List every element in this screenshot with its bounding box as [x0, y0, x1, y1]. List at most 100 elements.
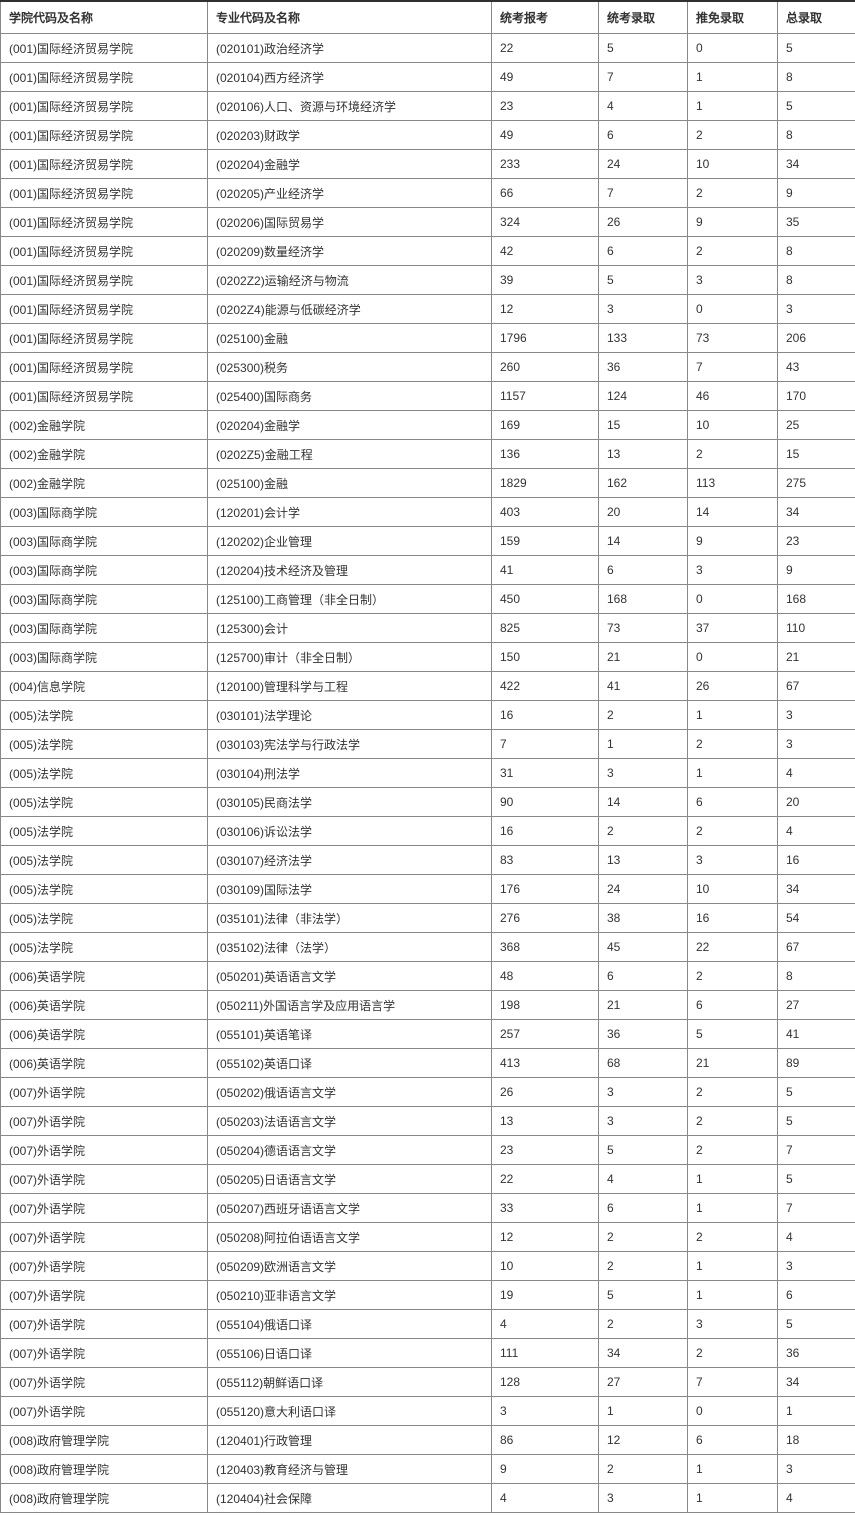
- unified-exam-applicants-cell: 49: [491, 120, 599, 150]
- total-admitted-cell: 34: [777, 149, 855, 179]
- exempt-admitted-cell: 3: [687, 555, 778, 585]
- exempt-admitted-cell: 1: [687, 1251, 778, 1281]
- table-row: (007)外语学院 (050209)欧洲语言文学 10 2 1 3: [0, 1251, 855, 1281]
- unified-exam-admitted-cell: 2: [598, 1309, 688, 1339]
- major-code-name-cell: (020209)数量经济学: [207, 236, 492, 266]
- unified-exam-applicants-cell: 16: [491, 816, 599, 846]
- unified-exam-applicants-cell: 41: [491, 555, 599, 585]
- major-code-name-cell: (050208)阿拉伯语语言文学: [207, 1222, 492, 1252]
- unified-exam-admitted-cell: 4: [598, 1164, 688, 1194]
- table-row: (003)国际商学院 (120201)会计学 403 20 14 34: [0, 497, 855, 527]
- table-row: (005)法学院 (030109)国际法学 176 24 10 34: [0, 874, 855, 904]
- table-row: (008)政府管理学院 (120401)行政管理 86 12 6 18: [0, 1425, 855, 1455]
- total-admitted-cell: 5: [777, 1309, 855, 1339]
- total-admitted-cell: 9: [777, 555, 855, 585]
- unified-exam-admitted-cell: 168: [598, 584, 688, 614]
- unified-exam-applicants-cell: 86: [491, 1425, 599, 1455]
- exempt-admitted-cell: 14: [687, 497, 778, 527]
- unified-exam-admitted-cell: 6: [598, 120, 688, 150]
- total-admitted-cell: 3: [777, 294, 855, 324]
- unified-exam-applicants-cell: 257: [491, 1019, 599, 1049]
- exempt-admitted-cell: 21: [687, 1048, 778, 1078]
- table-row: (005)法学院 (030107)经济法学 83 13 3 16: [0, 845, 855, 875]
- exempt-admitted-cell: 2: [687, 439, 778, 469]
- total-admitted-cell: 18: [777, 1425, 855, 1455]
- major-code-name-cell: (055104)俄语口译: [207, 1309, 492, 1339]
- total-admitted-cell: 3: [777, 1251, 855, 1281]
- total-admitted-cell: 4: [777, 816, 855, 846]
- college-code-name-cell: (003)国际商学院: [0, 555, 208, 585]
- unified-exam-admitted-cell: 2: [598, 1251, 688, 1281]
- exempt-admitted-cell: 7: [687, 352, 778, 382]
- table-row: (005)法学院 (030104)刑法学 31 3 1 4: [0, 758, 855, 788]
- col-header-major-code-name: 专业代码及名称: [207, 0, 492, 34]
- exempt-admitted-cell: 9: [687, 207, 778, 237]
- unified-exam-applicants-cell: 1829: [491, 468, 599, 498]
- unified-exam-applicants-cell: 49: [491, 62, 599, 92]
- exempt-admitted-cell: 0: [687, 33, 778, 63]
- exempt-admitted-cell: 1: [687, 700, 778, 730]
- exempt-admitted-cell: 1: [687, 758, 778, 788]
- total-admitted-cell: 89: [777, 1048, 855, 1078]
- total-admitted-cell: 67: [777, 671, 855, 701]
- total-admitted-cell: 168: [777, 584, 855, 614]
- unified-exam-admitted-cell: 36: [598, 1019, 688, 1049]
- college-code-name-cell: (008)政府管理学院: [0, 1483, 208, 1513]
- college-code-name-cell: (005)法学院: [0, 787, 208, 817]
- col-header-exempt-admitted: 推免录取: [687, 0, 778, 34]
- college-code-name-cell: (001)国际经济贸易学院: [0, 323, 208, 353]
- unified-exam-admitted-cell: 6: [598, 236, 688, 266]
- unified-exam-admitted-cell: 14: [598, 787, 688, 817]
- table-row: (003)国际商学院 (125300)会计 825 73 37 110: [0, 613, 855, 643]
- table-row: (001)国际经济贸易学院 (0202Z4)能源与低碳经济学 12 3 0 3: [0, 294, 855, 324]
- college-code-name-cell: (002)金融学院: [0, 439, 208, 469]
- unified-exam-applicants-cell: 260: [491, 352, 599, 382]
- table-row: (001)国际经济贸易学院 (020203)财政学 49 6 2 8: [0, 120, 855, 150]
- table-row: (005)法学院 (035102)法律（法学） 368 45 22 67: [0, 932, 855, 962]
- unified-exam-admitted-cell: 26: [598, 207, 688, 237]
- unified-exam-applicants-cell: 413: [491, 1048, 599, 1078]
- unified-exam-applicants-cell: 13: [491, 1106, 599, 1136]
- total-admitted-cell: 275: [777, 468, 855, 498]
- major-code-name-cell: (050204)德语语言文学: [207, 1135, 492, 1165]
- unified-exam-admitted-cell: 7: [598, 178, 688, 208]
- major-code-name-cell: (050209)欧洲语言文学: [207, 1251, 492, 1281]
- unified-exam-admitted-cell: 3: [598, 1106, 688, 1136]
- total-admitted-cell: 1: [777, 1396, 855, 1426]
- table-row: (005)法学院 (030106)诉讼法学 16 2 2 4: [0, 816, 855, 846]
- table-row: (007)外语学院 (050202)俄语语言文学 26 3 2 5: [0, 1077, 855, 1107]
- unified-exam-admitted-cell: 68: [598, 1048, 688, 1078]
- college-code-name-cell: (001)国际经济贸易学院: [0, 352, 208, 382]
- major-code-name-cell: (055112)朝鲜语口译: [207, 1367, 492, 1397]
- unified-exam-applicants-cell: 22: [491, 33, 599, 63]
- total-admitted-cell: 15: [777, 439, 855, 469]
- exempt-admitted-cell: 2: [687, 178, 778, 208]
- exempt-admitted-cell: 0: [687, 1396, 778, 1426]
- unified-exam-applicants-cell: 4: [491, 1483, 599, 1513]
- total-admitted-cell: 8: [777, 62, 855, 92]
- unified-exam-admitted-cell: 20: [598, 497, 688, 527]
- total-admitted-cell: 6: [777, 1280, 855, 1310]
- exempt-admitted-cell: 2: [687, 1338, 778, 1368]
- exempt-admitted-cell: 2: [687, 1106, 778, 1136]
- unified-exam-applicants-cell: 111: [491, 1338, 599, 1368]
- unified-exam-applicants-cell: 324: [491, 207, 599, 237]
- unified-exam-applicants-cell: 136: [491, 439, 599, 469]
- exempt-admitted-cell: 5: [687, 1019, 778, 1049]
- major-code-name-cell: (035101)法律（非法学）: [207, 903, 492, 933]
- major-code-name-cell: (055102)英语口译: [207, 1048, 492, 1078]
- exempt-admitted-cell: 6: [687, 1425, 778, 1455]
- unified-exam-admitted-cell: 162: [598, 468, 688, 498]
- total-admitted-cell: 5: [777, 1077, 855, 1107]
- table-row: (005)法学院 (030103)宪法学与行政法学 7 1 2 3: [0, 729, 855, 759]
- major-code-name-cell: (030104)刑法学: [207, 758, 492, 788]
- unified-exam-applicants-cell: 422: [491, 671, 599, 701]
- table-body: (001)国际经济贸易学院 (020101)政治经济学 22 5 0 5 (001)国际经济…: [0, 33, 855, 1513]
- college-code-name-cell: (001)国际经济贸易学院: [0, 236, 208, 266]
- total-admitted-cell: 7: [777, 1135, 855, 1165]
- major-code-name-cell: (030103)宪法学与行政法学: [207, 729, 492, 759]
- major-code-name-cell: (020101)政治经济学: [207, 33, 492, 63]
- major-code-name-cell: (050201)英语语言文学: [207, 961, 492, 991]
- major-code-name-cell: (050211)外国语言学及应用语言学: [207, 990, 492, 1020]
